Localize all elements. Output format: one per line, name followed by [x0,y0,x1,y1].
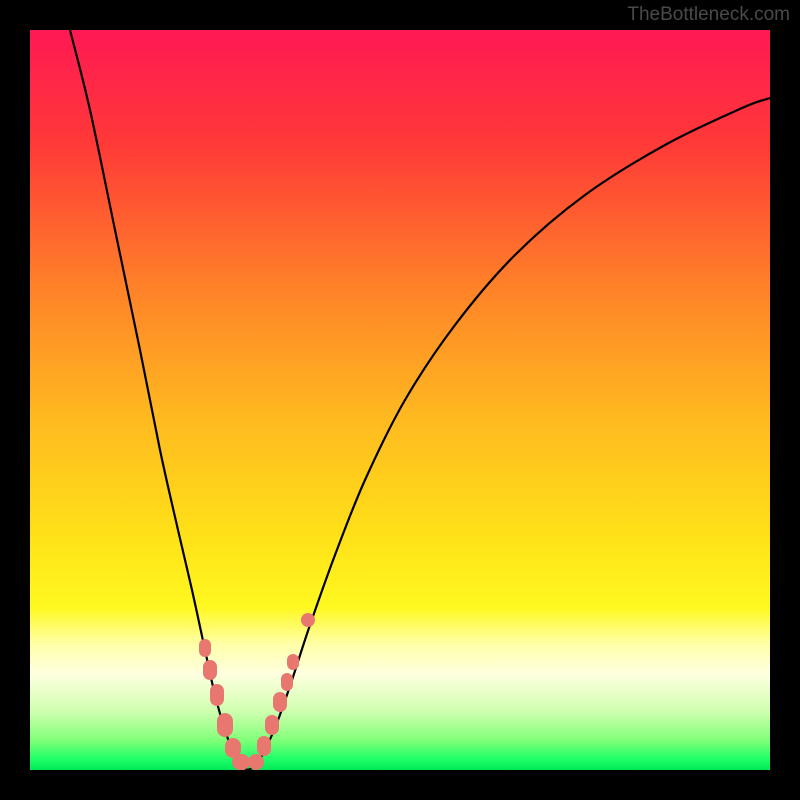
outer-frame: TheBottleneck.com [0,0,800,800]
marker-point [281,673,293,691]
marker-point [199,639,211,657]
gradient-background [30,30,770,770]
marker-point [257,736,271,756]
marker-point [273,692,287,712]
marker-point [301,613,315,627]
marker-point [232,754,250,770]
marker-point [217,713,233,737]
watermark-text: TheBottleneck.com [627,4,790,26]
marker-point [203,660,217,680]
marker-point [210,684,224,706]
chart-area [30,30,770,770]
marker-point [265,715,279,735]
marker-point [287,654,299,670]
chart-svg [30,30,770,770]
marker-point [248,754,264,770]
